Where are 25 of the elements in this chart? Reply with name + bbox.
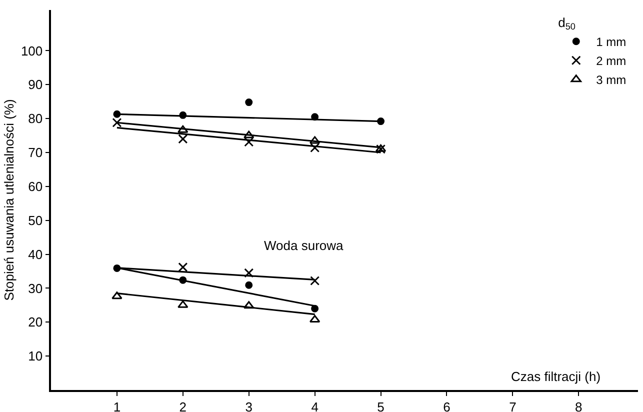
legend-title: d$_{50}$ <box>558 14 576 32</box>
y-tick-label: 30 <box>28 280 43 296</box>
y-tick-label: 100 <box>20 43 43 58</box>
legend-label: 3 mm <box>596 73 626 88</box>
y-tick-label: 80 <box>28 111 43 126</box>
annotation: Woda surowa <box>264 238 344 253</box>
x-tick-label: 5 <box>377 399 384 412</box>
y-tick-label: 90 <box>28 77 43 92</box>
y-tick-label: 70 <box>28 145 43 160</box>
x-tick-label: 2 <box>179 399 187 412</box>
y-axis-title: Stopień usuwania utlenialności (%) <box>1 99 16 301</box>
legend-label: 2 mm <box>596 54 626 68</box>
x-tick-label: 7 <box>509 399 516 412</box>
x-tick-label: 6 <box>443 399 450 412</box>
y-tick-label: 10 <box>28 348 43 364</box>
y-tick-label: 40 <box>28 246 43 262</box>
y-tick-label: 20 <box>28 314 43 330</box>
y-tick-label: 50 <box>28 212 43 228</box>
x-tick-label: 3 <box>245 399 252 412</box>
x-tick-label: 1 <box>113 399 121 412</box>
x-tick-label: 8 <box>575 399 582 412</box>
x-axis-title: Czas filtracji (h) <box>511 369 601 384</box>
y-tick-label: 60 <box>28 178 43 194</box>
x-tick-label: 4 <box>311 399 318 412</box>
legend-label: 1 mm <box>596 35 626 50</box>
